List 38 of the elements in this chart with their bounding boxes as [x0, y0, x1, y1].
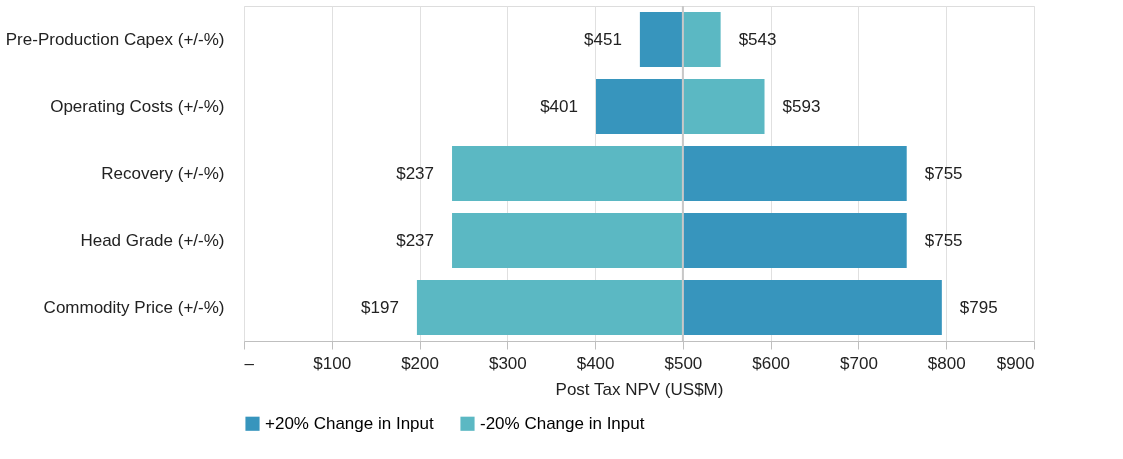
bar	[682, 12, 721, 67]
y-tick-label: Operating Costs (+/-%)	[50, 96, 225, 116]
x-tick-label: $700	[840, 353, 878, 373]
data-label: $197	[361, 297, 399, 317]
x-tick-label: $100	[313, 353, 352, 373]
x-tick-label: $800	[927, 353, 966, 373]
data-label: $401	[540, 96, 578, 116]
bar	[452, 213, 683, 268]
bar	[682, 79, 765, 134]
data-label: $593	[782, 96, 821, 116]
bar	[452, 146, 683, 201]
bar	[416, 280, 683, 335]
bar	[639, 12, 683, 67]
data-label: $451	[584, 29, 622, 49]
x-axis-title: Post Tax NPV (US$M)	[555, 379, 724, 399]
data-label: $795	[959, 297, 998, 317]
x-tick-label: $300	[488, 353, 527, 373]
y-tick-label: Commodity Price (+/-%)	[43, 297, 225, 317]
legend-label: -20% Change in Input	[480, 413, 645, 433]
y-tick-label: Pre-Production Capex (+/-%)	[5, 29, 225, 49]
data-label: $755	[924, 230, 963, 250]
x-tick-label: $200	[401, 353, 439, 373]
x-tick-label: $400	[576, 353, 615, 373]
data-label: $543	[738, 29, 777, 49]
data-label: $237	[396, 230, 435, 250]
data-label: $755	[924, 163, 963, 183]
x-tick-label: $500	[664, 353, 703, 373]
x-tick-label: –	[244, 353, 255, 373]
bar	[595, 79, 683, 134]
bar	[682, 280, 942, 335]
bar	[682, 213, 907, 268]
x-tick-label: $600	[752, 353, 791, 373]
y-tick-label: Head Grade (+/-%)	[80, 230, 225, 250]
x-tick-label: $900	[996, 353, 1035, 373]
bar	[682, 146, 907, 201]
data-label: $237	[396, 163, 435, 183]
y-tick-label: Recovery (+/-%)	[101, 163, 225, 183]
legend-label: +20% Change in Input	[265, 413, 434, 433]
